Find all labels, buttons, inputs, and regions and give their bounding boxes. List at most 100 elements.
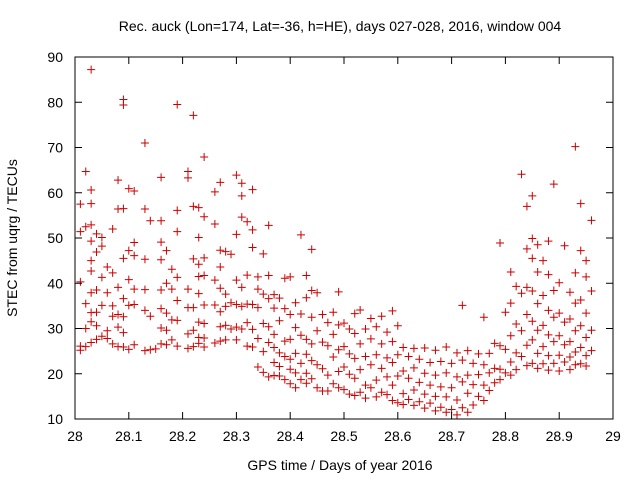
- data-point: [323, 318, 332, 327]
- data-point: [243, 342, 252, 351]
- data-point: [81, 222, 90, 231]
- data-point: [522, 202, 531, 211]
- data-point: [157, 255, 166, 264]
- data-point: [296, 375, 305, 384]
- data-point: [221, 335, 230, 344]
- data-point: [582, 351, 591, 360]
- data-point: [340, 362, 348, 371]
- data-point: [216, 178, 225, 187]
- data-point: [173, 100, 182, 109]
- data-point: [393, 350, 402, 359]
- data-point: [291, 298, 300, 307]
- data-point: [237, 324, 246, 333]
- data-point: [296, 310, 305, 319]
- data-point: [571, 142, 580, 151]
- data-point: [103, 288, 112, 297]
- data-point: [146, 312, 155, 321]
- data-point: [189, 303, 198, 312]
- data-point: [307, 356, 316, 365]
- data-point: [200, 319, 209, 328]
- data-point: [512, 365, 521, 374]
- data-point: [221, 302, 230, 311]
- data-point: [366, 334, 375, 343]
- data-point: [576, 246, 585, 255]
- data-point: [232, 230, 241, 239]
- data-point: [533, 326, 542, 335]
- data-point: [436, 403, 445, 412]
- data-point: [119, 294, 128, 303]
- data-point: [248, 225, 257, 234]
- data-point: [323, 386, 332, 395]
- data-point: [183, 329, 192, 338]
- data-point: [539, 256, 548, 265]
- data-point: [582, 256, 591, 265]
- data-point: [458, 301, 467, 310]
- data-point: [329, 308, 338, 317]
- data-point: [302, 369, 311, 378]
- data-point: [264, 271, 273, 280]
- data-point: [383, 328, 392, 337]
- data-point: [108, 268, 117, 277]
- data-point: [162, 246, 171, 255]
- data-point: [146, 216, 155, 225]
- data-point: [366, 314, 375, 323]
- data-point: [334, 367, 343, 376]
- data-point: [490, 378, 499, 387]
- data-point: [248, 243, 257, 252]
- data-point: [549, 180, 558, 189]
- data-point: [87, 237, 96, 246]
- data-point: [582, 309, 591, 318]
- x-tick-label: 28.6: [384, 428, 411, 444]
- data-point: [210, 300, 219, 309]
- data-point: [517, 170, 526, 179]
- x-tick-label: 28.8: [492, 428, 519, 444]
- data-point: [549, 286, 558, 295]
- data-point: [452, 348, 461, 357]
- data-point: [76, 277, 85, 286]
- data-point: [157, 286, 166, 295]
- data-point: [388, 306, 397, 315]
- x-tick-label: 28.4: [277, 428, 304, 444]
- data-point: [264, 221, 273, 230]
- data-point: [259, 368, 268, 377]
- data-point: [216, 322, 225, 331]
- data-point: [533, 349, 542, 358]
- chart-title: Rec. auck (Lon=174, Lat=-36, h=HE), days…: [119, 18, 562, 34]
- data-point: [426, 381, 435, 390]
- data-point: [87, 199, 96, 208]
- data-point: [442, 392, 451, 401]
- data-point: [313, 326, 322, 335]
- x-tick-label: 28.7: [438, 428, 465, 444]
- data-point: [528, 286, 537, 295]
- data-point: [189, 254, 198, 263]
- data-point: [399, 343, 408, 352]
- data-point: [108, 312, 117, 321]
- data-point: [383, 390, 392, 399]
- data-point: [173, 296, 182, 305]
- data-point: [275, 372, 284, 381]
- data-point: [130, 340, 139, 349]
- data-point: [270, 343, 279, 352]
- data-point: [485, 349, 494, 358]
- data-point: [87, 220, 96, 229]
- data-point: [479, 381, 488, 390]
- data-point: [119, 254, 128, 263]
- data-point: [87, 317, 96, 326]
- data-point: [334, 287, 343, 296]
- data-point: [130, 251, 139, 260]
- data-point: [103, 262, 112, 271]
- data-point: [555, 331, 564, 340]
- data-point: [200, 334, 209, 343]
- data-point: [97, 301, 106, 310]
- data-point: [194, 233, 203, 242]
- data-point: [119, 204, 128, 213]
- data-point: [302, 271, 311, 280]
- data-point: [560, 318, 569, 327]
- data-point: [469, 380, 478, 389]
- data-point: [582, 333, 591, 342]
- data-point: [350, 309, 359, 318]
- data-point: [474, 349, 483, 358]
- data-point: [582, 362, 591, 371]
- data-point: [194, 289, 203, 298]
- data-point: [302, 335, 311, 344]
